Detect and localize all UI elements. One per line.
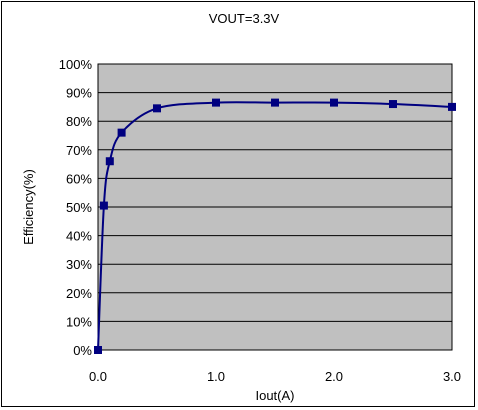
y-tick-label: 100% xyxy=(59,57,93,72)
x-tick-labels: 0.0 1.0 2.0 3.0 xyxy=(89,369,461,384)
gridlines xyxy=(98,92,452,322)
x-tick-label: 2.0 xyxy=(325,369,343,384)
y-tick-label: 20% xyxy=(66,286,92,301)
data-point-marker xyxy=(153,104,161,113)
y-tick-label: 30% xyxy=(66,257,92,272)
x-tick-label: 0.0 xyxy=(89,369,107,384)
y-axis-label: Efficiency(%) xyxy=(21,169,36,245)
data-point-marker xyxy=(105,157,114,166)
chart-title: VOUT=3.3V xyxy=(209,11,280,26)
y-tick-label: 90% xyxy=(66,86,92,101)
y-tick-labels: 0% 10% 20% 30% 40% 50% 60% 70% 80% 90% 100% xyxy=(59,57,93,358)
data-point-marker xyxy=(271,98,279,107)
x-tick-label: 3.0 xyxy=(443,369,461,384)
y-tick-label: 40% xyxy=(66,229,92,244)
data-point-marker xyxy=(94,346,102,354)
y-tick-label: 10% xyxy=(66,314,92,329)
series-group xyxy=(94,98,456,354)
x-axis-label: Iout(A) xyxy=(255,388,294,403)
data-point-marker xyxy=(212,98,220,107)
y-tick-label: 0% xyxy=(73,343,92,358)
data-point-marker xyxy=(99,201,108,210)
y-tick-label: 80% xyxy=(66,114,92,129)
data-point-marker xyxy=(448,102,456,111)
x-tick-label: 1.0 xyxy=(207,369,225,384)
y-tick-label: 50% xyxy=(66,200,92,215)
data-point-marker xyxy=(330,98,338,107)
y-tick-label: 60% xyxy=(66,171,92,186)
data-point-marker xyxy=(389,100,397,109)
y-tick-label: 70% xyxy=(66,143,92,158)
data-point-marker xyxy=(117,128,126,137)
